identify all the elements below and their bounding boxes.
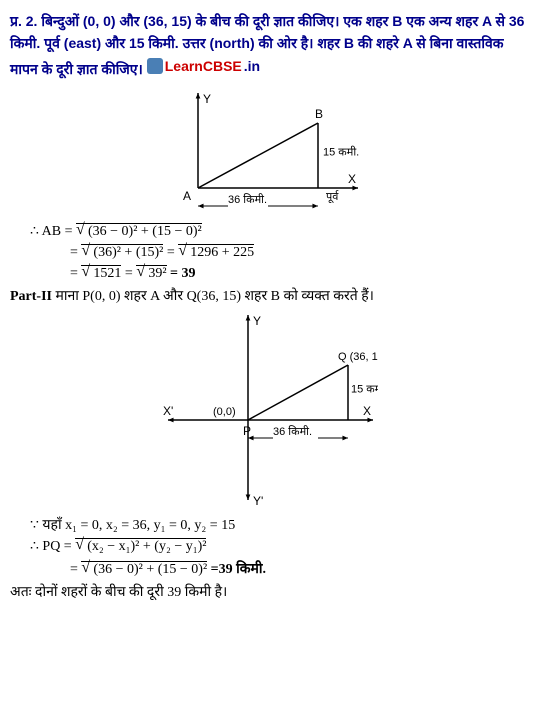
question-text: बिन्दुओं (0, 0) और (36, 15) के बीच की दू…: [10, 13, 524, 77]
calc2-line3: = (36 − 0)² + (15 − 0)² =39 किमी.: [70, 559, 526, 578]
svg-text:15 कमी.: 15 कमी.: [351, 383, 378, 396]
part2-block: Part-II माना P(0, 0) शहर A और Q(36, 15) …: [10, 286, 526, 305]
sqrt-7: (36 − 0)² + (15 − 0)²: [81, 561, 207, 578]
svg-text:Y': Y': [253, 494, 263, 508]
final-answer: अतः दोनों शहरों के बीच की दूरी 39 किमी ह…: [10, 582, 526, 601]
calc1-line2: = (36)² + (15)² = 1296 + 225: [70, 244, 526, 261]
question-prefix: प्र. 2.: [10, 13, 37, 29]
svg-text:36 किमी.: 36 किमी.: [228, 193, 267, 206]
svg-text:X: X: [363, 404, 371, 418]
diagram-1: Y X A B 15 कमी. 36 किमी. पूर्व: [168, 88, 368, 218]
svg-text:Y: Y: [203, 92, 211, 106]
sqrt-4: 1521: [81, 265, 121, 282]
calc2-line1: ∵ यहाँ x₁ = 0, x₂ = 36, y₁ = 0, y₂ = 15: [30, 515, 526, 534]
calc1-l1: ∴ AB =: [30, 224, 72, 239]
svg-text:15 कमी.: 15 कमी.: [323, 146, 359, 159]
answer-text: अतः दोनों शहरों के बीच की दूरी 39 किमी ह…: [10, 585, 227, 600]
sqrt-5: 39²: [136, 265, 166, 282]
calc2-l2: ∴ PQ =: [30, 539, 72, 554]
graduation-cap-icon: [147, 58, 163, 74]
svg-text:P: P: [243, 424, 251, 438]
calc1-line1: ∴ AB = (36 − 0)² + (15 − 0)²: [30, 223, 526, 240]
calc1-l3: =: [70, 266, 78, 281]
sqrt-3: 1296 + 225: [178, 244, 254, 261]
sqrt-2: (36)² + (15)²: [81, 244, 163, 261]
svg-text:36 किमी.: 36 किमी.: [273, 425, 312, 438]
svg-text:X: X: [348, 172, 356, 186]
brand-suffix: .in: [244, 55, 260, 77]
svg-text:A: A: [183, 189, 191, 203]
calc1-line3: = 1521 = 39² = 39: [70, 265, 526, 282]
calc2-line2: ∴ PQ = (x₂ − x₁)² + (y₂ − y₁)²: [30, 538, 526, 555]
calc1-result: = 39: [170, 266, 195, 281]
calc2-result: =39 किमी.: [211, 562, 266, 577]
svg-text:Q (36, 15): Q (36, 15): [338, 351, 378, 363]
part2-label: Part-II: [10, 289, 52, 304]
calc1-l2: =: [70, 245, 78, 260]
brand-name: LearnCBSE: [165, 55, 242, 77]
diagram-2: Y Y' X X' P (0,0) Q (36, 15) 15 कमी. 36 किमी.: [158, 310, 378, 510]
question-block: प्र. 2. बिन्दुओं (0, 0) और (36, 15) के ब…: [10, 10, 526, 80]
part2-text: माना P(0, 0) शहर A और Q(36, 15) शहर B को…: [56, 289, 375, 304]
sqrt-6: (x₂ − x₁)² + (y₂ − y₁)²: [75, 538, 206, 555]
sqrt-1: (36 − 0)² + (15 − 0)²: [76, 223, 202, 240]
svg-text:Y: Y: [253, 314, 261, 328]
svg-text:(0,0): (0,0): [213, 406, 236, 418]
svg-text:X': X': [163, 404, 173, 418]
svg-text:पूर्व: पूर्व: [326, 190, 339, 204]
brand-badge: LearnCBSE.in: [147, 55, 260, 77]
calc2-l3: =: [70, 562, 78, 577]
svg-text:B: B: [315, 107, 323, 121]
